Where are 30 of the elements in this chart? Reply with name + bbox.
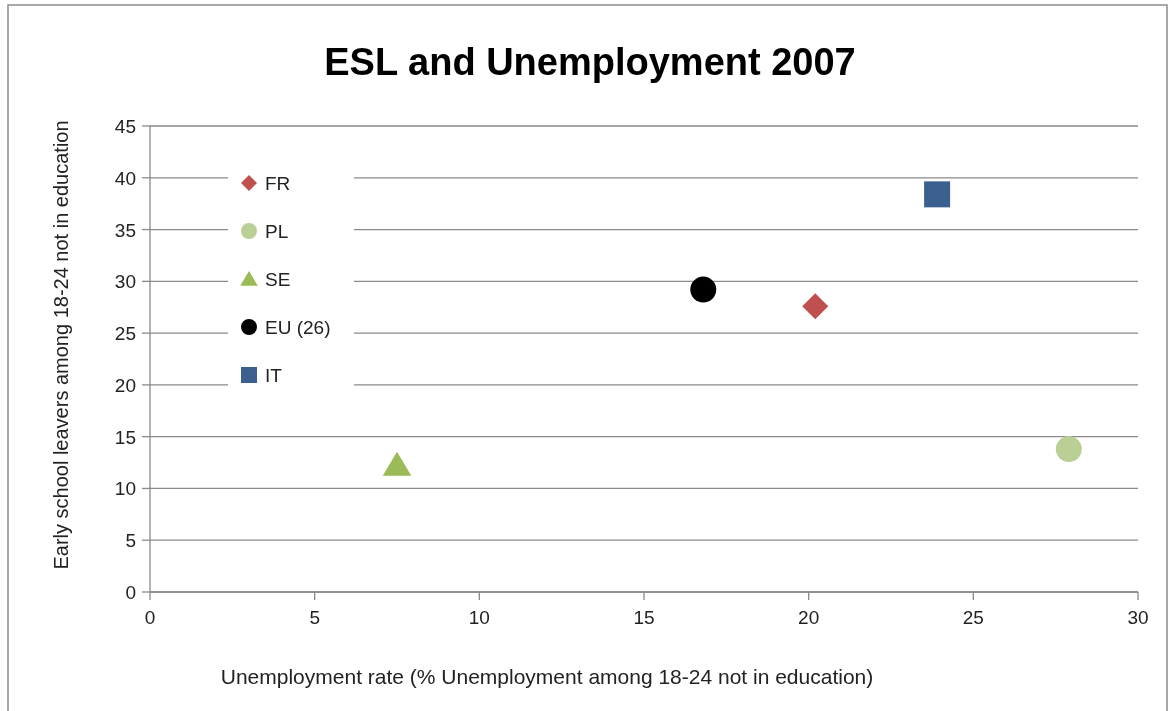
x-tick-label: 0 [144,607,156,628]
y-tick-label: 40 [114,167,136,189]
x-tick-label: 5 [309,607,320,628]
legend-label: PL [265,221,289,242]
y-tick-label: 20 [114,374,136,396]
y-tick-label: 30 [114,271,136,293]
legend-label: IT [265,365,283,386]
y-tick-label: 25 [114,323,136,345]
x-tick-label: 30 [1127,607,1149,628]
point [924,181,951,208]
legend-label: FR [265,173,291,194]
y-tick-label: 45 [114,116,136,137]
y-tick-label: 5 [125,530,136,552]
y-tick-label: 35 [114,219,136,241]
point [690,276,717,303]
legend-label: SE [265,269,291,290]
y-tick-label: 10 [114,478,136,500]
x-axis-title: Unemployment rate (% Unemployment among 18-24 not in education) [220,665,874,688]
point [382,451,412,476]
x-tick-label: 20 [798,607,820,628]
legend-label: EU (26) [265,317,331,338]
x-tick-label: 10 [468,607,490,628]
chart-title: ESL and Unemployment 2007 [324,41,856,83]
x-tick-label: 15 [633,607,655,628]
x-tick-label: 25 [962,607,984,628]
point [1055,436,1082,463]
y-axis-title: Early school leavers among 18-24 not in education [50,120,72,570]
point [802,293,829,320]
y-tick-label: 15 [114,426,136,448]
y-tick-label: 0 [125,582,136,603]
